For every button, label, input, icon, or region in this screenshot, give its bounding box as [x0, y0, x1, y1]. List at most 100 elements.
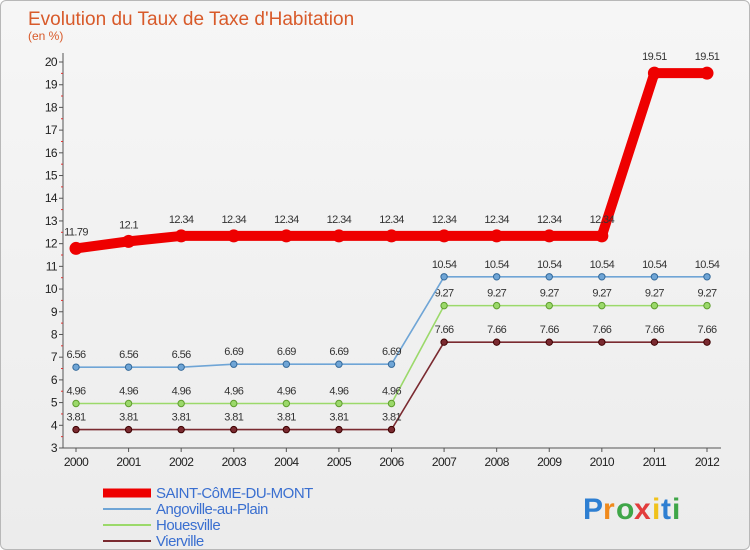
data-label: 12.34 — [221, 214, 246, 226]
data-point — [647, 66, 661, 80]
y-tick-label: 5 — [51, 396, 58, 410]
data-label: 19.51 — [642, 51, 667, 63]
data-point — [598, 301, 606, 310]
data-label: 9.27 — [645, 288, 664, 300]
logo-letter: o — [616, 493, 635, 526]
data-label: 4.96 — [277, 385, 296, 397]
data-point — [335, 399, 343, 408]
data-point — [598, 273, 606, 281]
data-label: 6.69 — [277, 346, 296, 358]
legend-item-2: Angoville-au-Plain — [103, 501, 269, 518]
data-label: 7.66 — [540, 324, 559, 336]
data-point — [177, 399, 185, 408]
data-label: 6.56 — [119, 349, 138, 361]
data-point — [282, 425, 291, 434]
data-label: 19.51 — [695, 51, 720, 63]
data-label: 6.69 — [382, 346, 401, 358]
data-point — [335, 360, 343, 368]
data-point — [545, 301, 553, 310]
y-tick-label: 7 — [51, 350, 58, 364]
series-3: 4.96 4.96 4.96 4.96 4.96 4.96 4.96 9.27 9.27 9.27… — [66, 288, 718, 408]
y-tick-label: 6 — [51, 373, 58, 387]
data-label: 9.27 — [540, 288, 559, 300]
data-label: 9.27 — [697, 288, 716, 300]
data-label: 4.96 — [172, 385, 191, 397]
data-label: 10.54 — [484, 259, 509, 271]
data-label: 9.27 — [592, 288, 611, 300]
data-point — [703, 338, 711, 346]
y-tick-label: 12 — [45, 237, 58, 251]
data-label: 10.54 — [432, 259, 457, 271]
x-tick-label: 2000 — [64, 455, 89, 469]
data-label: 10.54 — [537, 259, 562, 271]
data-label: 3.81 — [382, 412, 401, 424]
legend-item-1: SAINT-CôME-DU-MONT — [103, 485, 314, 502]
chart-title: Evolution du Taux de Taxe d'Habitation — [28, 9, 354, 30]
data-point — [490, 229, 504, 243]
data-point — [437, 229, 451, 243]
data-point — [72, 425, 80, 434]
data-label: 4.96 — [329, 385, 348, 397]
data-point — [332, 229, 346, 243]
data-label: 12.1 — [119, 219, 138, 231]
data-label: 4.96 — [224, 385, 243, 397]
data-label: 4.96 — [66, 385, 85, 397]
x-tick-label: 2009 — [537, 455, 562, 469]
data-label: 10.54 — [642, 259, 667, 271]
data-point — [122, 234, 136, 248]
legend-label: Angoville-au-Plain — [156, 501, 268, 518]
y-tick-label: 10 — [45, 282, 58, 296]
x-tick-label: 2003 — [222, 455, 247, 469]
data-point — [279, 229, 293, 243]
data-label: 7.66 — [645, 324, 664, 336]
data-point — [650, 273, 659, 281]
y-tick-label: 8 — [51, 327, 58, 341]
data-label: 6.69 — [329, 346, 348, 358]
data-point — [440, 273, 448, 281]
data-label: 7.66 — [435, 324, 454, 336]
data-point — [492, 301, 501, 310]
data-point — [385, 229, 398, 243]
data-point — [124, 425, 133, 434]
data-label: 3.81 — [277, 412, 296, 424]
x-tick-label: 2004 — [274, 455, 299, 469]
y-tick-label: 17 — [45, 123, 58, 137]
logo-letter: t — [661, 493, 672, 526]
data-point — [545, 338, 553, 346]
data-label: 10.54 — [695, 259, 720, 271]
logo-letter: r — [603, 493, 616, 526]
data-label: 9.27 — [435, 288, 454, 300]
data-point — [700, 66, 714, 80]
legend-label: Houesville — [156, 517, 220, 534]
data-label: 11.79 — [64, 226, 88, 238]
data-point — [595, 229, 609, 243]
data-point — [177, 363, 185, 371]
data-label: 3.81 — [172, 412, 191, 424]
data-label: 3.81 — [329, 412, 348, 424]
logo-letter: P — [583, 493, 604, 526]
data-label: 3.81 — [66, 412, 85, 424]
legend-label: Vierville — [156, 533, 204, 549]
data-point — [72, 363, 80, 371]
data-point — [492, 338, 501, 346]
y-tick-label: 3 — [51, 441, 58, 455]
data-point — [177, 425, 185, 434]
x-tick-label: 2007 — [432, 455, 457, 469]
data-label: 10.54 — [590, 259, 615, 271]
data-point — [230, 360, 238, 368]
data-point — [335, 425, 343, 434]
data-label: 12.34 — [537, 214, 562, 226]
data-point — [227, 229, 241, 243]
data-point — [703, 273, 711, 281]
data-label: 12.34 — [590, 214, 615, 226]
x-tick-label: 2005 — [327, 455, 352, 469]
data-label: 7.66 — [592, 324, 611, 336]
logo-letter: i — [672, 493, 681, 526]
data-point — [492, 273, 501, 281]
data-label: 12.34 — [169, 214, 194, 226]
series-4: 3.81 3.81 3.81 3.81 3.81 3.81 3.81 7.66 7.66 7.66… — [66, 324, 718, 434]
data-label: 3.81 — [224, 412, 243, 424]
x-tick-label: 2010 — [590, 455, 615, 469]
data-label: 6.69 — [224, 346, 243, 358]
x-tick-label: 2006 — [379, 455, 404, 469]
